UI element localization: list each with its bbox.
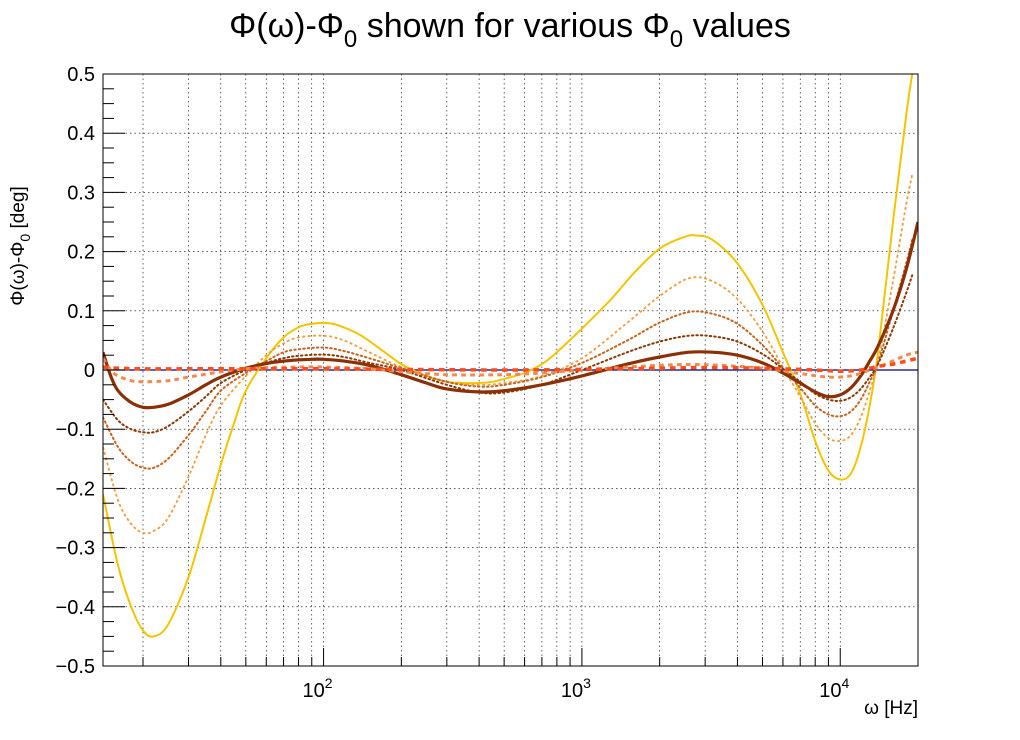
- series-line-4: [103, 274, 914, 434]
- x-axis-title: ω [Hz]: [864, 698, 918, 719]
- y-tick-label: −0.4: [56, 597, 95, 619]
- series-line-2: [103, 174, 914, 535]
- y-tick-label: 0: [84, 360, 95, 382]
- y-tick-label: 0.3: [67, 182, 95, 204]
- series-line-5: [103, 221, 918, 410]
- y-tick-label: −0.2: [56, 478, 95, 500]
- y-tick-label: −0.3: [56, 538, 95, 560]
- y-axis-title: Φ(ω)-Φ0 [deg]: [8, 186, 33, 305]
- series-line-6: [103, 350, 918, 384]
- series-line-3: [103, 238, 914, 470]
- y-tick-label: 0.5: [67, 64, 95, 86]
- axis-ticks: [103, 73, 919, 667]
- y-tick-label: 0.2: [67, 242, 95, 264]
- series-line-7: [103, 356, 918, 373]
- x-tick-label: 103: [561, 675, 591, 702]
- series-group: [103, 74, 918, 638]
- chart-title: Φ(ω)-Φ0 shown for various Φ0 values: [229, 7, 791, 53]
- x-tick-labels: 102 103 104: [303, 675, 850, 702]
- x-tick-label: 104: [819, 675, 849, 702]
- y-tick-label: −0.5: [56, 656, 95, 678]
- y-tick-label: 0.4: [67, 123, 95, 145]
- y-tick-label: 0.1: [67, 301, 95, 323]
- x-tick-label: 102: [303, 675, 333, 702]
- y-tick-label: −0.1: [56, 419, 95, 441]
- series-line-1: [103, 74, 914, 638]
- y-tick-labels: 0.5 0.4 0.3 0.2 0.1 0 −0.1 −0.2 −0.3 −0.4 −0.5: [56, 64, 95, 678]
